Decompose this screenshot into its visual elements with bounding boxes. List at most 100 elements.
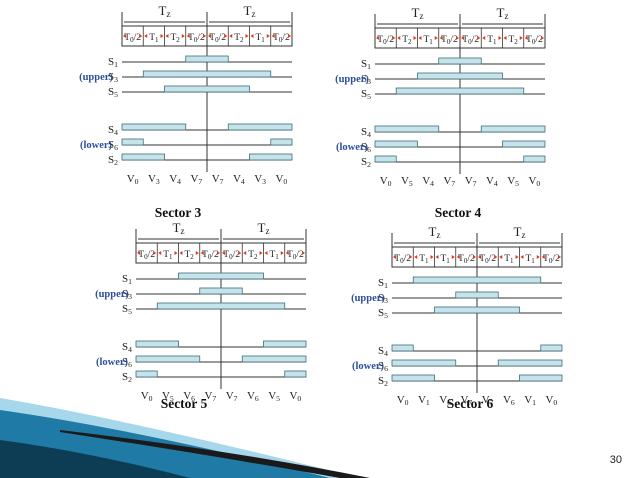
interval-label: T0/2 bbox=[526, 35, 543, 46]
interval-label: T0/2 bbox=[458, 254, 475, 265]
interval-label: T1 bbox=[525, 254, 535, 265]
switch-label: S4 bbox=[122, 341, 132, 354]
tz-label: Tz bbox=[258, 220, 270, 236]
switch-label: S2 bbox=[361, 156, 371, 169]
switch-on-bar bbox=[417, 72, 503, 80]
tz-label: Tz bbox=[159, 3, 171, 19]
boundary-arrow bbox=[435, 255, 439, 259]
switch-label: S1 bbox=[108, 56, 118, 69]
switch-on-bar bbox=[540, 344, 563, 352]
switch-label: S5 bbox=[108, 86, 118, 99]
tz-label: Tz bbox=[173, 220, 185, 236]
switch-on-bar bbox=[164, 85, 250, 93]
upper-group-label: (upper) bbox=[335, 74, 369, 85]
boundary-arrow bbox=[461, 36, 464, 40]
interval-label: T2 bbox=[508, 35, 518, 46]
boundary-arrow bbox=[515, 255, 519, 259]
boundary-arrow bbox=[144, 34, 148, 38]
interval-label: T0/2 bbox=[138, 250, 155, 261]
interval-label: T2 bbox=[248, 250, 258, 261]
boundary-arrow bbox=[413, 36, 417, 40]
switch-on-bar bbox=[374, 140, 418, 148]
voltage-vector-label: V4 bbox=[169, 173, 181, 186]
voltage-vector-label: V3 bbox=[254, 173, 266, 186]
switch-on-bar bbox=[156, 302, 286, 310]
interval-label: T1 bbox=[149, 33, 159, 44]
voltage-vector-label: V7 bbox=[482, 394, 494, 407]
switch-on-bar bbox=[519, 374, 563, 382]
switch-label: S3 bbox=[108, 71, 118, 84]
switch-on-bar bbox=[412, 276, 542, 284]
boundary-arrow bbox=[222, 251, 225, 255]
boundary-arrow bbox=[451, 255, 455, 259]
boundary-arrow bbox=[482, 36, 486, 40]
voltage-vector-label: V5 bbox=[401, 175, 413, 188]
tz-label: Tz bbox=[412, 5, 424, 21]
boundary-arrow bbox=[473, 255, 476, 259]
switch-label: S3 bbox=[361, 73, 371, 86]
switch-on-bar bbox=[395, 87, 525, 95]
voltage-vector-label: V0 bbox=[380, 175, 392, 188]
interval-label: T1 bbox=[504, 254, 514, 265]
boundary-arrow bbox=[179, 251, 183, 255]
boundary-arrow bbox=[456, 255, 460, 259]
switch-on-bar bbox=[284, 370, 307, 378]
switch-on-bar bbox=[502, 140, 546, 148]
switch-label: S5 bbox=[361, 88, 371, 101]
switch-label: S1 bbox=[122, 273, 132, 286]
switch-on-bar bbox=[135, 370, 158, 378]
boundary-arrow bbox=[280, 251, 284, 255]
boundary-arrow bbox=[208, 34, 211, 38]
boundary-arrow bbox=[123, 34, 126, 38]
boundary-arrow bbox=[478, 255, 481, 259]
switch-label: S3 bbox=[122, 288, 132, 301]
voltage-vector-label: V0 bbox=[528, 175, 540, 188]
sector-panel-6: Tz Tz T0/2 T1 T1 T0/2 T0/2 T1 T1 T0/2 S1 S3 S5 S4 S6 S2… bbox=[351, 224, 563, 411]
switch-label: S2 bbox=[122, 371, 132, 384]
corner-swoosh-decoration bbox=[0, 398, 370, 478]
voltage-vector-label: V6 bbox=[439, 394, 451, 407]
boundary-arrow bbox=[271, 34, 275, 38]
boundary-arrow bbox=[558, 255, 561, 259]
voltage-vector-label: V0 bbox=[141, 390, 153, 403]
voltage-vector-label: V5 bbox=[507, 175, 519, 188]
interval-label: T1 bbox=[440, 254, 450, 265]
interval-label: T0/2 bbox=[273, 33, 290, 44]
boundary-arrow bbox=[160, 34, 164, 38]
switch-on-bar bbox=[241, 355, 307, 363]
switch-label: S6 bbox=[108, 139, 118, 152]
switch-on-bar bbox=[434, 306, 520, 314]
lower-group-label: (lower) bbox=[352, 361, 385, 372]
boundary-arrow bbox=[520, 255, 524, 259]
switch-label: S5 bbox=[378, 307, 388, 320]
switch-label: S6 bbox=[378, 360, 388, 373]
boundary-arrow bbox=[181, 34, 185, 38]
lower-group-label: (lower) bbox=[80, 140, 113, 151]
boundary-arrow bbox=[418, 36, 422, 40]
boundary-arrow bbox=[259, 251, 263, 255]
voltage-vector-label: V5 bbox=[268, 390, 280, 403]
swoosh-dark-band bbox=[0, 440, 190, 478]
boundary-arrow bbox=[499, 255, 503, 259]
interval-label: T0/2 bbox=[202, 250, 219, 261]
voltage-vector-label: V4 bbox=[233, 173, 245, 186]
voltage-vector-label: V0 bbox=[289, 390, 301, 403]
switch-on-bar bbox=[480, 125, 546, 133]
boundary-arrow bbox=[200, 251, 204, 255]
boundary-arrow bbox=[245, 34, 249, 38]
boundary-arrow bbox=[158, 251, 162, 255]
boundary-arrow bbox=[477, 36, 481, 40]
boundary-arrow bbox=[498, 36, 502, 40]
switch-label: S4 bbox=[378, 345, 388, 358]
interval-label: T0/2 bbox=[479, 254, 496, 265]
switch-on-bar bbox=[135, 340, 179, 348]
switch-label: S2 bbox=[378, 375, 388, 388]
interval-label: T2 bbox=[170, 33, 180, 44]
interval-label: T0/2 bbox=[223, 250, 240, 261]
switch-on-bar bbox=[199, 287, 243, 295]
boundary-arrow bbox=[524, 36, 528, 40]
lower-group-label: (lower) bbox=[96, 357, 129, 368]
boundary-arrow bbox=[238, 251, 242, 255]
interval-label: T0/2 bbox=[209, 33, 226, 44]
